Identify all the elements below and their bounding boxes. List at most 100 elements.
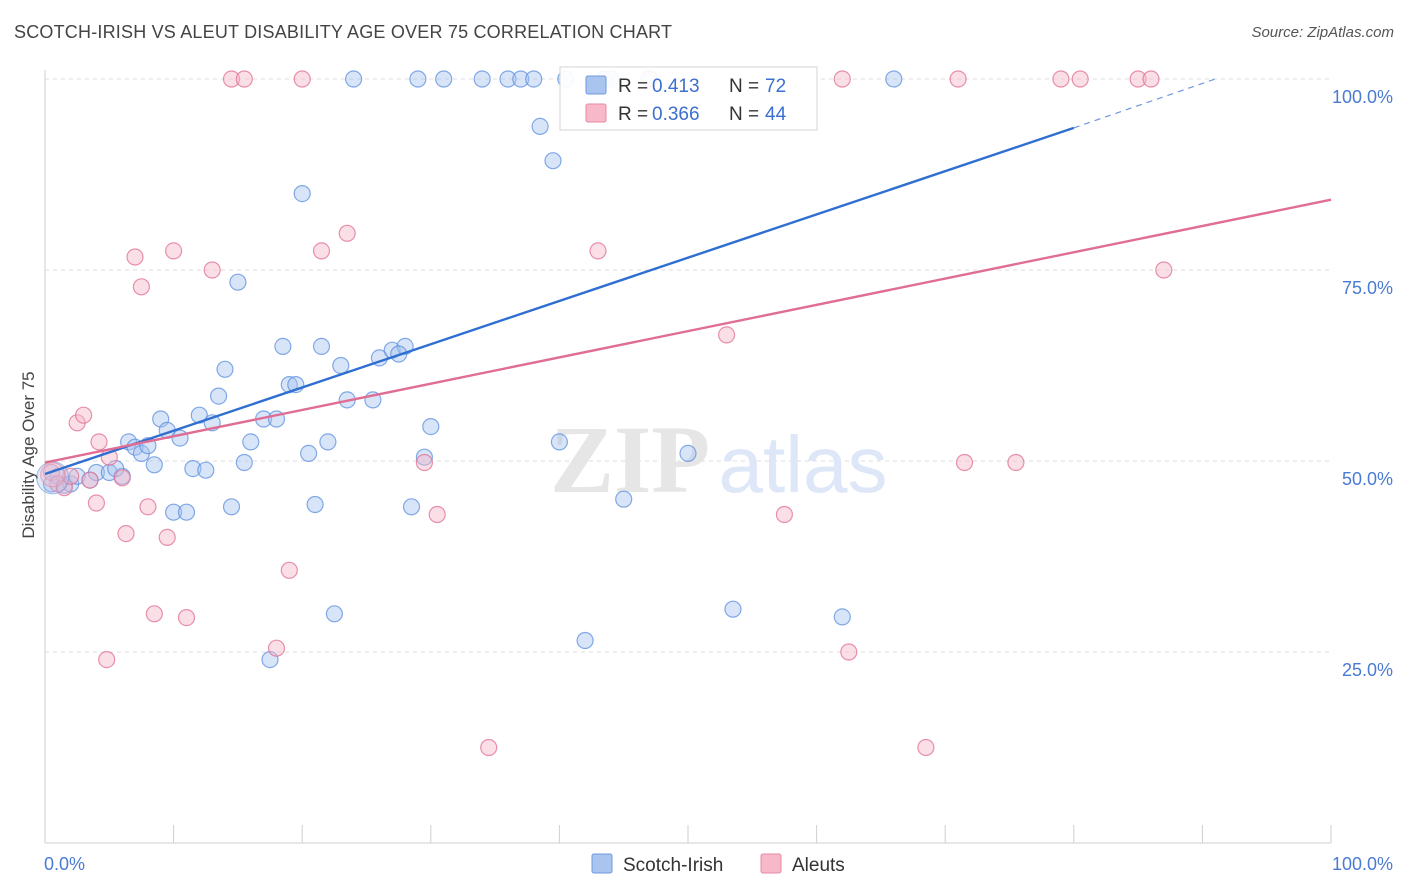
scotch-irish-point xyxy=(679,444,697,462)
aleuts-point xyxy=(717,326,736,344)
grid-lines xyxy=(45,78,1331,653)
legend-r-value: 0.366 xyxy=(652,104,700,125)
y-tick-label: 100.0% xyxy=(1332,87,1393,107)
aleuts-trend-line xyxy=(44,198,1332,464)
scotch-irish-point xyxy=(724,600,742,618)
legend-swatch xyxy=(585,75,607,95)
scotch-irish-point xyxy=(531,117,549,136)
legend-n-label: N = xyxy=(729,104,759,125)
scotch-irish-point xyxy=(615,490,633,508)
legend-item-aleuts-swatch xyxy=(760,853,782,874)
scotch-irish-point xyxy=(197,461,215,479)
x-tick-label: 0.0% xyxy=(44,854,85,874)
scotch-irish-point xyxy=(885,70,903,88)
scotch-irish-point xyxy=(306,495,324,514)
scotch-irish-point xyxy=(415,448,433,466)
aleuts-point xyxy=(62,467,80,485)
scotch-irish-point xyxy=(544,152,562,170)
scotch-irish-point xyxy=(345,70,363,88)
aleuts-point xyxy=(158,528,176,547)
legend-item-scotch-irish-swatch xyxy=(591,853,613,874)
aleuts-point xyxy=(338,224,356,242)
legend-n-value: 72 xyxy=(765,76,786,97)
aleuts-point xyxy=(203,261,221,279)
y-tick-label: 75.0% xyxy=(1342,278,1393,298)
aleuts-point xyxy=(428,505,446,524)
aleuts-point xyxy=(145,605,163,623)
aleuts-point xyxy=(177,608,196,627)
scotch-irish-point xyxy=(409,70,427,88)
aleuts-point xyxy=(74,406,93,424)
aleuts-point xyxy=(40,462,66,488)
aleuts-point xyxy=(312,242,331,260)
aleuts-point xyxy=(98,650,116,669)
y-tick-label: 25.0% xyxy=(1342,660,1393,680)
scotch-irish-point xyxy=(550,433,569,451)
aleuts-point xyxy=(113,469,131,487)
aleuts-point xyxy=(90,433,108,451)
scotch-irish-point xyxy=(525,70,543,88)
scotch-irish-point xyxy=(499,70,517,88)
watermark: ZIP atlas xyxy=(550,406,888,513)
aleuts-point xyxy=(1155,261,1173,279)
trend-lines xyxy=(44,78,1332,476)
aleuts-point xyxy=(293,70,311,88)
scotch-irish-point xyxy=(473,70,491,88)
aleuts-point xyxy=(840,643,858,661)
data-points xyxy=(36,70,1173,757)
scotch-irish-point xyxy=(422,418,440,436)
scotch-irish-point xyxy=(312,337,331,355)
scotch-irish-point xyxy=(216,360,234,378)
aleuts-point xyxy=(117,524,135,543)
scotch-irish-point xyxy=(300,444,318,462)
aleuts-point xyxy=(833,70,851,88)
bottom-legend: Scotch-Irish Aleuts xyxy=(591,853,845,876)
legend-r-label: R = xyxy=(618,104,648,125)
scotch-irish-point xyxy=(235,453,253,472)
axes xyxy=(44,70,1332,844)
y-axis-label: Disability Age Over 75 xyxy=(19,371,38,538)
scotch-irish-point xyxy=(242,433,260,451)
scotch-irish-point xyxy=(165,503,183,521)
aleuts-point xyxy=(165,242,183,260)
scotch-irish-point xyxy=(319,433,337,451)
aleuts-point xyxy=(480,738,498,757)
aleuts-point xyxy=(1071,70,1089,88)
aleuts-point xyxy=(917,738,935,757)
legend-swatch xyxy=(585,103,607,123)
aleuts-point xyxy=(949,70,967,88)
aleuts-point xyxy=(1052,70,1070,88)
legend: R = 0.413 N = 72 R = 0.366 N = 44 xyxy=(559,66,818,131)
scotch-irish-point xyxy=(145,456,163,474)
aleuts-point xyxy=(267,639,286,657)
scotch-irish-point xyxy=(222,498,241,516)
scotch-irish-point xyxy=(171,429,189,447)
aleuts-point xyxy=(1007,453,1025,472)
legend-item-aleuts-label: Aleuts xyxy=(792,855,845,876)
aleuts-point xyxy=(87,494,106,512)
scotch-irish-point xyxy=(177,503,196,521)
scotch-irish-point xyxy=(402,498,421,516)
scotch-irish-trend-line xyxy=(44,126,1075,476)
aleuts-point xyxy=(415,453,433,472)
chart-title: SCOTCH-IRISH VS ALEUT DISABILITY AGE OVE… xyxy=(14,22,673,42)
legend-item-scotch-irish-label: Scotch-Irish xyxy=(623,855,723,876)
scotch-irish-point xyxy=(184,460,202,478)
scotch-irish-point xyxy=(512,70,530,88)
aleuts-point xyxy=(955,453,974,472)
aleuts-point xyxy=(1142,70,1160,88)
scotch-irish-point xyxy=(833,608,851,626)
aleuts-point xyxy=(775,505,794,524)
scotch-irish-point xyxy=(435,70,453,88)
aleuts-point xyxy=(81,471,99,489)
aleuts-point xyxy=(1129,70,1147,88)
scotch-irish-point xyxy=(229,273,247,291)
aleuts-point xyxy=(126,248,144,266)
scotch-irish-point xyxy=(293,185,311,203)
legend-n-value: 44 xyxy=(765,104,787,125)
aleuts-point xyxy=(280,561,298,579)
legend-r-value: 0.413 xyxy=(652,76,700,97)
aleuts-point xyxy=(589,242,607,260)
scotch-irish-point xyxy=(210,387,228,405)
